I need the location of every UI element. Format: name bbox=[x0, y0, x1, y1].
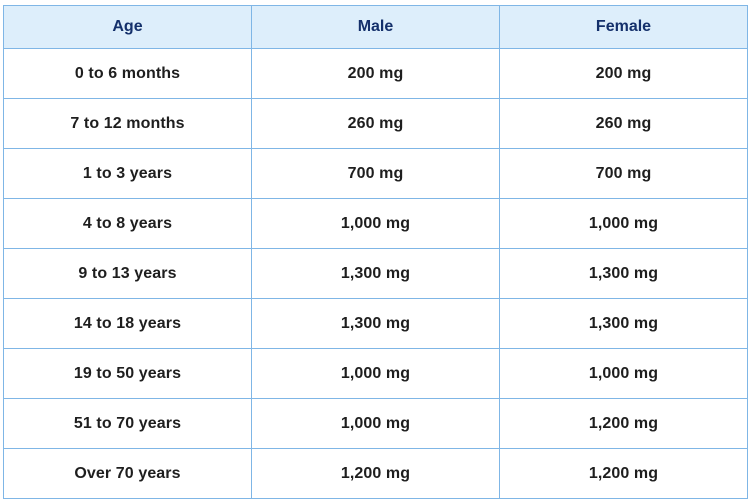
cell-female: 1,300 mg bbox=[499, 248, 748, 299]
table-row: 0 to 6 months 200 mg 200 mg bbox=[3, 48, 748, 99]
cell-female: 1,300 mg bbox=[499, 298, 748, 349]
cell-age: 0 to 6 months bbox=[3, 48, 252, 99]
table-body: 0 to 6 months 200 mg 200 mg 7 to 12 mont… bbox=[3, 48, 748, 499]
cell-age: 9 to 13 years bbox=[3, 248, 252, 299]
cell-male: 1,300 mg bbox=[251, 298, 500, 349]
cell-male: 1,200 mg bbox=[251, 448, 500, 499]
intake-table-container: Age Male Female 0 to 6 months 200 mg 200… bbox=[3, 5, 748, 499]
cell-female: 1,000 mg bbox=[499, 198, 748, 249]
table-row: 14 to 18 years 1,300 mg 1,300 mg bbox=[3, 298, 748, 349]
cell-male: 1,000 mg bbox=[251, 198, 500, 249]
cell-age: 4 to 8 years bbox=[3, 198, 252, 249]
cell-male: 1,300 mg bbox=[251, 248, 500, 299]
cell-age: 7 to 12 months bbox=[3, 98, 252, 149]
cell-age: 14 to 18 years bbox=[3, 298, 252, 349]
cell-female: 200 mg bbox=[499, 48, 748, 99]
cell-male: 260 mg bbox=[251, 98, 500, 149]
cell-age: Over 70 years bbox=[3, 448, 252, 499]
cell-female: 260 mg bbox=[499, 98, 748, 149]
table-header: Age Male Female bbox=[3, 5, 748, 49]
table-row: 51 to 70 years 1,000 mg 1,200 mg bbox=[3, 398, 748, 449]
cell-female: 700 mg bbox=[499, 148, 748, 199]
table-row: 19 to 50 years 1,000 mg 1,000 mg bbox=[3, 348, 748, 399]
table-row: Over 70 years 1,200 mg 1,200 mg bbox=[3, 448, 748, 499]
table-row: 4 to 8 years 1,000 mg 1,000 mg bbox=[3, 198, 748, 249]
table-row: 9 to 13 years 1,300 mg 1,300 mg bbox=[3, 248, 748, 299]
header-female: Female bbox=[499, 5, 748, 49]
intake-table: Age Male Female 0 to 6 months 200 mg 200… bbox=[3, 5, 748, 499]
cell-female: 1,200 mg bbox=[499, 448, 748, 499]
cell-female: 1,000 mg bbox=[499, 348, 748, 399]
header-row: Age Male Female bbox=[3, 5, 748, 49]
table-row: 7 to 12 months 260 mg 260 mg bbox=[3, 98, 748, 149]
cell-female: 1,200 mg bbox=[499, 398, 748, 449]
cell-male: 1,000 mg bbox=[251, 348, 500, 399]
cell-male: 700 mg bbox=[251, 148, 500, 199]
header-age: Age bbox=[3, 5, 252, 49]
cell-male: 1,000 mg bbox=[251, 398, 500, 449]
cell-age: 19 to 50 years bbox=[3, 348, 252, 399]
header-male: Male bbox=[251, 5, 500, 49]
cell-age: 1 to 3 years bbox=[3, 148, 252, 199]
cell-age: 51 to 70 years bbox=[3, 398, 252, 449]
table-row: 1 to 3 years 700 mg 700 mg bbox=[3, 148, 748, 199]
cell-male: 200 mg bbox=[251, 48, 500, 99]
